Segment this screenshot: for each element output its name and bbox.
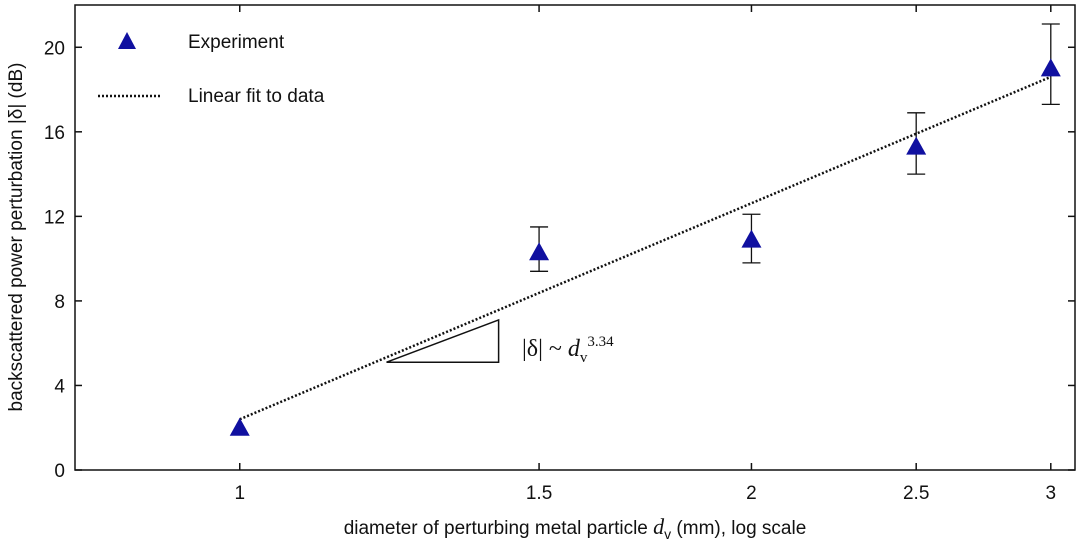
annotation-variable: d (568, 336, 581, 362)
legend: Experiment Linear fit to data (98, 32, 325, 107)
x-tick-label: 1.5 (526, 483, 552, 504)
x-axis-label-suffix: (mm), log scale (671, 518, 806, 539)
y-tick-label: 8 (54, 292, 65, 313)
fit-line-group (239, 75, 1052, 421)
tick-group: 0 4 8 12 16 20 1 1.5 2 2.5 3 (44, 5, 1075, 504)
data-point-triangle (741, 229, 762, 248)
fit-line (239, 75, 1052, 421)
error-bar-group (530, 23, 1060, 272)
legend-triangle-marker (118, 32, 136, 49)
y-axis-label: backscattered power perturbation |δ| (dB… (6, 63, 27, 412)
data-point-triangle (906, 136, 927, 155)
y-tick-label: 0 (54, 461, 65, 482)
x-tick-label: 2.5 (903, 483, 929, 504)
y-tick-label: 12 (44, 207, 65, 228)
plot-frame (74, 4, 1076, 471)
x-tick-label: 1 (234, 483, 245, 504)
slope-triangle (386, 318, 500, 363)
x-tick-label: 2 (746, 483, 757, 504)
legend-label-experiment: Experiment (188, 32, 285, 53)
annotation-subscript: v (580, 350, 588, 366)
x-axis-label-prefix: diameter of perturbing metal particle (344, 518, 653, 539)
data-point-triangle (229, 417, 250, 436)
annotation-exponent: 3.34 (587, 334, 614, 350)
x-tick-label: 3 (1046, 483, 1057, 504)
legend-label-fit: Linear fit to data (188, 86, 325, 107)
data-point-triangle (529, 242, 550, 261)
y-tick-label: 4 (54, 376, 65, 397)
annotation-lhs: |δ| ~ (522, 336, 568, 362)
x-axis-label-variable: d (653, 514, 665, 539)
x-axis-label-subscript: v (664, 526, 671, 542)
y-tick-label: 20 (44, 38, 65, 59)
x-axis-label: diameter of perturbing metal particle dv… (344, 514, 807, 542)
slope-triangle-group (386, 318, 500, 363)
y-tick-label: 16 (44, 123, 65, 144)
data-point-triangle (1040, 58, 1061, 77)
slope-annotation: |δ| ~ dv3.34 (522, 334, 614, 366)
data-point-group (229, 58, 1061, 436)
